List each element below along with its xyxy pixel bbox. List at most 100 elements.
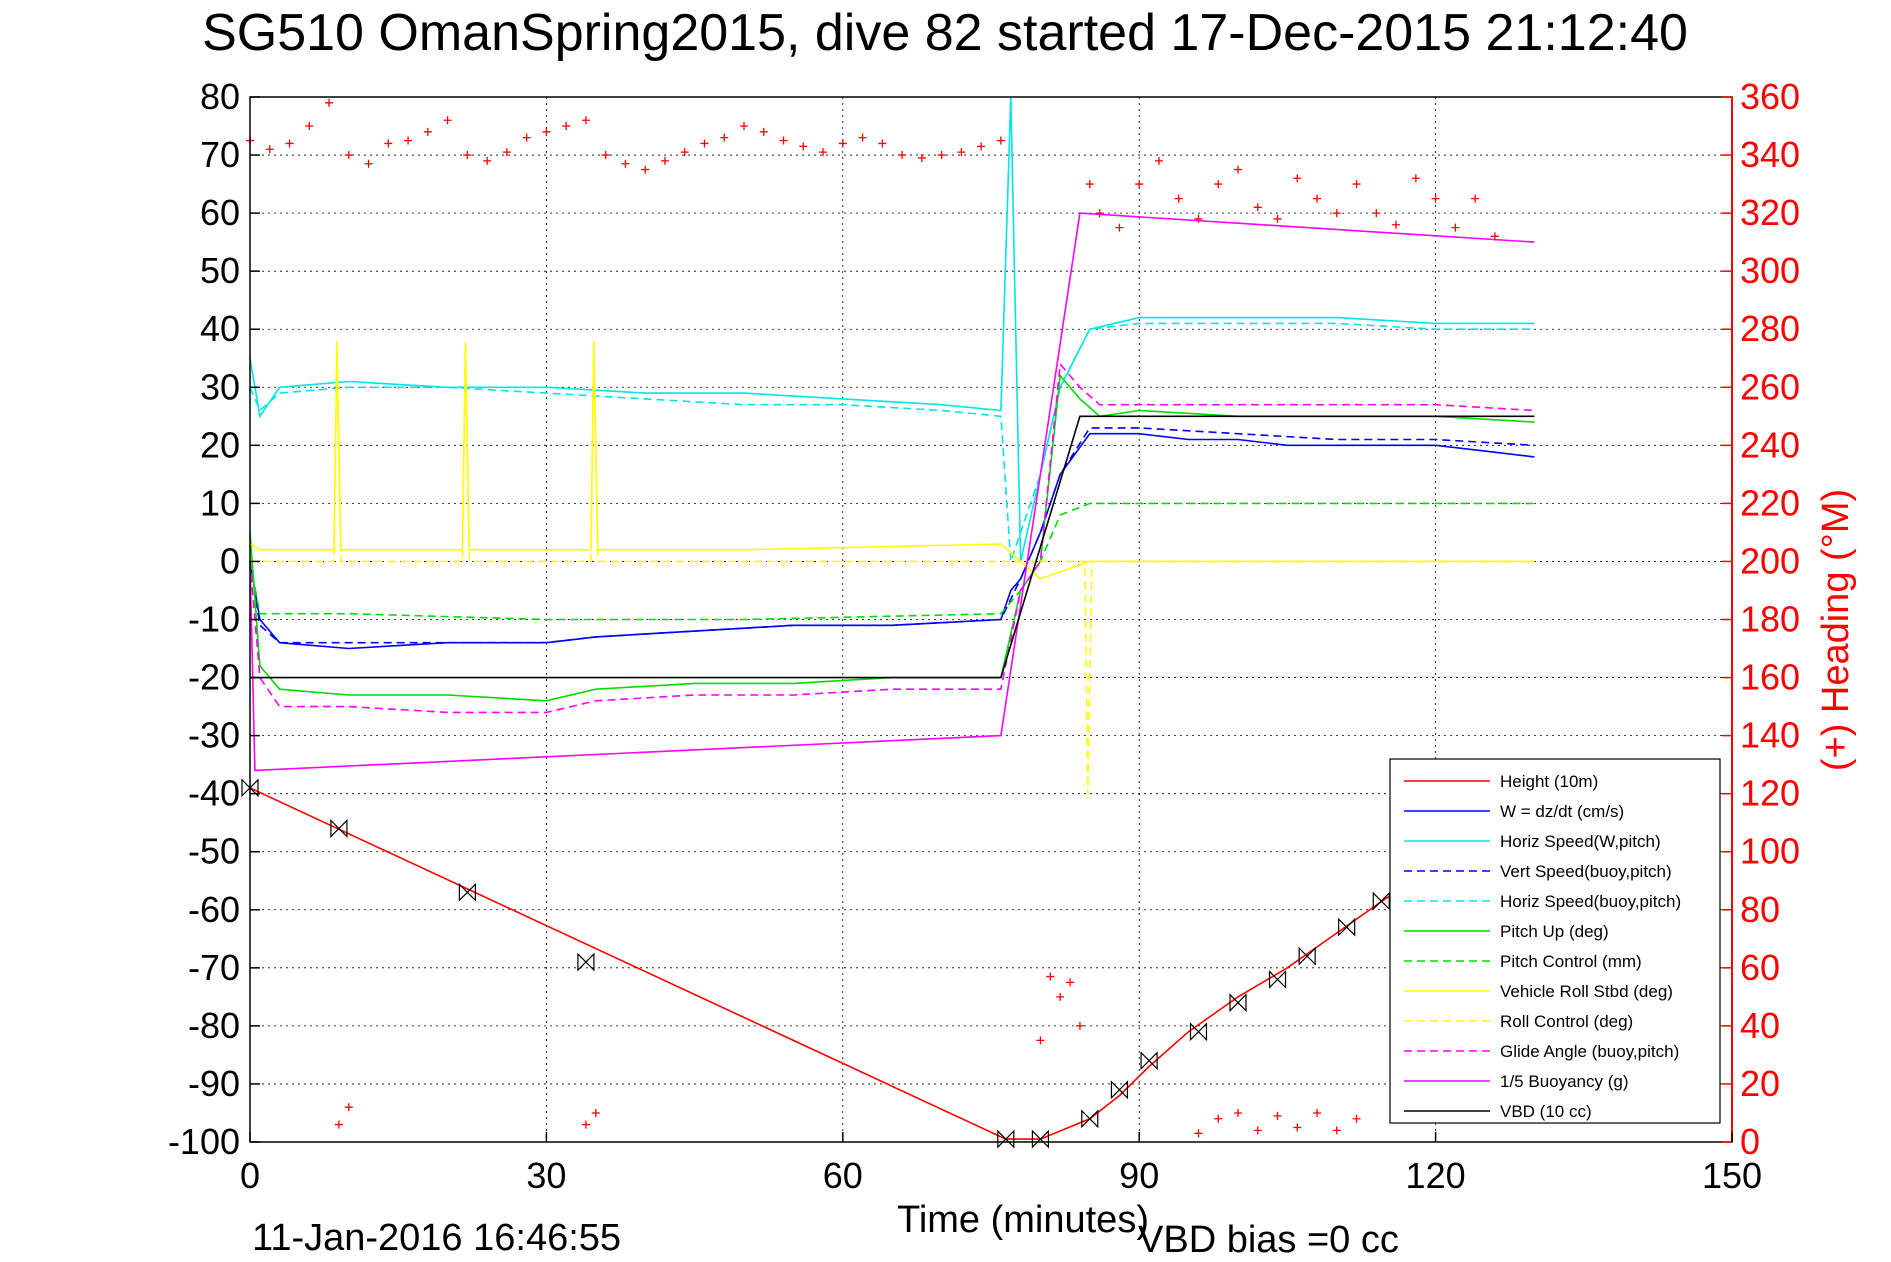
heading-point	[562, 122, 571, 131]
heading-point	[1332, 209, 1341, 218]
height-marker	[1140, 1051, 1158, 1071]
series-line-3	[249, 427, 1535, 644]
height-marker	[1110, 1080, 1129, 1100]
heading-point	[957, 148, 966, 157]
heading-point	[1036, 1036, 1045, 1045]
x-tick-label: 150	[1702, 1155, 1762, 1196]
height-marker	[458, 882, 476, 902]
y2-tick-label: 40	[1740, 1005, 1780, 1046]
heading-point	[1174, 194, 1183, 203]
heading-point	[404, 136, 413, 145]
series-line-4	[249, 322, 1535, 562]
left-y-ticks: 80 70 60 50 40 30 20 10 0 -10 -20 -30 -40 -50 -60 -70 -8…	[168, 76, 260, 1162]
legend-entry: W = dz/dt (cm/s)	[1500, 802, 1624, 821]
heading-point	[898, 151, 907, 160]
heading-point	[285, 139, 294, 148]
y-tick-label: 60	[200, 192, 240, 233]
heading-point	[1293, 1123, 1302, 1132]
heading-point	[878, 139, 887, 148]
heading-point	[1451, 223, 1460, 232]
heading-point	[1431, 194, 1440, 203]
legend-entry: Horiz Speed(W,pitch)	[1500, 832, 1661, 851]
y-tick-label: 50	[200, 250, 240, 291]
series-line-11	[250, 415, 1535, 679]
heading-point	[384, 139, 393, 148]
y-tick-label: -10	[188, 599, 240, 640]
heading-point	[265, 145, 274, 154]
y2-tick-label: 360	[1740, 76, 1800, 117]
legend-entry: Roll Control (deg)	[1500, 1012, 1633, 1031]
height-marker	[1338, 917, 1356, 937]
heading-scatter	[246, 98, 1499, 1138]
y2-tick-label: 20	[1740, 1063, 1780, 1104]
y-tick-label: -50	[188, 831, 240, 872]
series-layer	[249, 96, 1535, 1140]
y-tick-label: 0	[220, 540, 240, 581]
footer-date: 11-Jan-2016 16:46:55	[252, 1217, 621, 1259]
heading-point	[1075, 1021, 1084, 1030]
y2-tick-label: 0	[1740, 1121, 1760, 1162]
height-marker	[577, 952, 595, 972]
y-tick-label: -60	[188, 889, 240, 930]
chart-title: SG510 OmanSpring2015, dive 82 started 17…	[202, 4, 1688, 62]
heading-point	[996, 136, 1005, 145]
x-ticks: 0 30 60 90 120 150	[240, 1132, 1762, 1196]
series-line-10	[249, 212, 1535, 772]
height-marker	[330, 819, 348, 838]
heading-point	[1293, 174, 1302, 183]
heading-point	[1392, 220, 1401, 229]
series-line-7	[249, 346, 1535, 580]
legend-entry: Pitch Up (deg)	[1500, 922, 1609, 941]
heading-point	[641, 165, 650, 174]
series-line-9	[249, 362, 1535, 714]
heading-point	[1352, 1114, 1361, 1123]
heading-point	[1273, 1111, 1282, 1120]
heading-point	[1253, 203, 1262, 212]
heading-point	[443, 116, 452, 125]
heading-point	[1273, 214, 1282, 223]
right-y-axis-label: (+) Heading (°M)	[1815, 489, 1857, 771]
y-tick-label: 10	[200, 482, 240, 523]
series-line-8	[250, 340, 1535, 794]
heading-point	[1056, 992, 1065, 1001]
y2-tick-label: 180	[1740, 599, 1800, 640]
y-tick-label: -20	[188, 657, 240, 698]
heading-point	[1085, 180, 1094, 189]
heading-point	[1095, 209, 1104, 218]
heading-point	[740, 122, 748, 131]
heading-point	[819, 148, 828, 157]
heading-point	[937, 151, 946, 160]
series-line-0	[249, 787, 1407, 1140]
right-y-ticks: 3603403203002802602402202001801601401201…	[1722, 76, 1800, 1162]
heading-point	[1313, 1108, 1322, 1117]
heading-point	[591, 1108, 600, 1117]
heading-point	[1194, 214, 1203, 223]
height-marker	[1189, 1022, 1208, 1042]
heading-point	[344, 151, 353, 160]
x-tick-label: 90	[1119, 1155, 1159, 1196]
y-tick-label: -30	[188, 715, 240, 756]
heading-point	[917, 153, 926, 162]
heading-point	[1253, 1126, 1262, 1135]
heading-point	[1313, 194, 1322, 203]
legend-entry: VBD (10 cc)	[1500, 1102, 1592, 1121]
heading-point	[700, 139, 709, 148]
y2-tick-label: 60	[1740, 947, 1780, 988]
legend-entry: Vert Speed(buoy,pitch)	[1500, 862, 1672, 881]
heading-point	[799, 142, 808, 151]
y-tick-label: 70	[200, 134, 240, 175]
y2-tick-label: 200	[1740, 540, 1800, 581]
heading-point	[344, 1103, 353, 1112]
y-tick-label: -70	[188, 947, 240, 988]
heading-point	[1154, 156, 1163, 165]
heading-point	[838, 139, 847, 148]
y2-tick-label: 240	[1740, 424, 1800, 465]
height-markers	[241, 778, 1390, 1149]
y2-tick-label: 260	[1740, 366, 1800, 407]
heading-point	[522, 133, 531, 142]
heading-point	[1214, 1114, 1223, 1123]
y2-tick-label: 340	[1740, 134, 1800, 175]
heading-point	[1234, 1108, 1242, 1117]
heading-point	[1234, 165, 1242, 174]
